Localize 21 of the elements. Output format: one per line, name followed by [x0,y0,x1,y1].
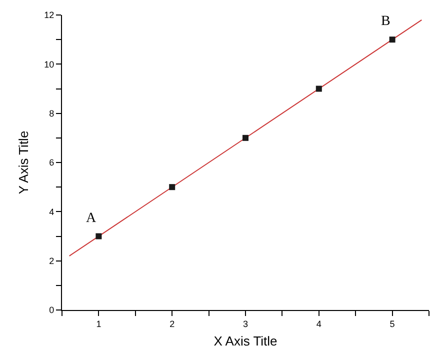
y-tick-label: 4 [49,206,54,217]
y-tick-label: 2 [49,256,54,266]
y-axis-title: Y Axis Title [16,130,32,194]
point [169,184,176,190]
x-tick-label: 3 [242,318,248,329]
y-tick-label: 10 [44,59,54,70]
point [389,36,396,43]
y-tick-label: 6 [49,158,54,168]
x-tick-label: 4 [316,318,322,329]
x-tick-label: 2 [170,318,175,329]
x-axis-title: X Axis Title [214,333,278,348]
point [96,233,102,240]
y-tick-label: 0 [49,305,54,316]
y-tick-label: 8 [49,108,54,118]
annotation: A [86,211,97,226]
annotation: B [381,14,390,29]
y-tick-label: 12 [44,10,54,20]
point [316,86,322,92]
point [242,134,248,141]
x-tick-label: 1 [96,318,102,329]
x-tick-label: 5 [390,318,395,329]
